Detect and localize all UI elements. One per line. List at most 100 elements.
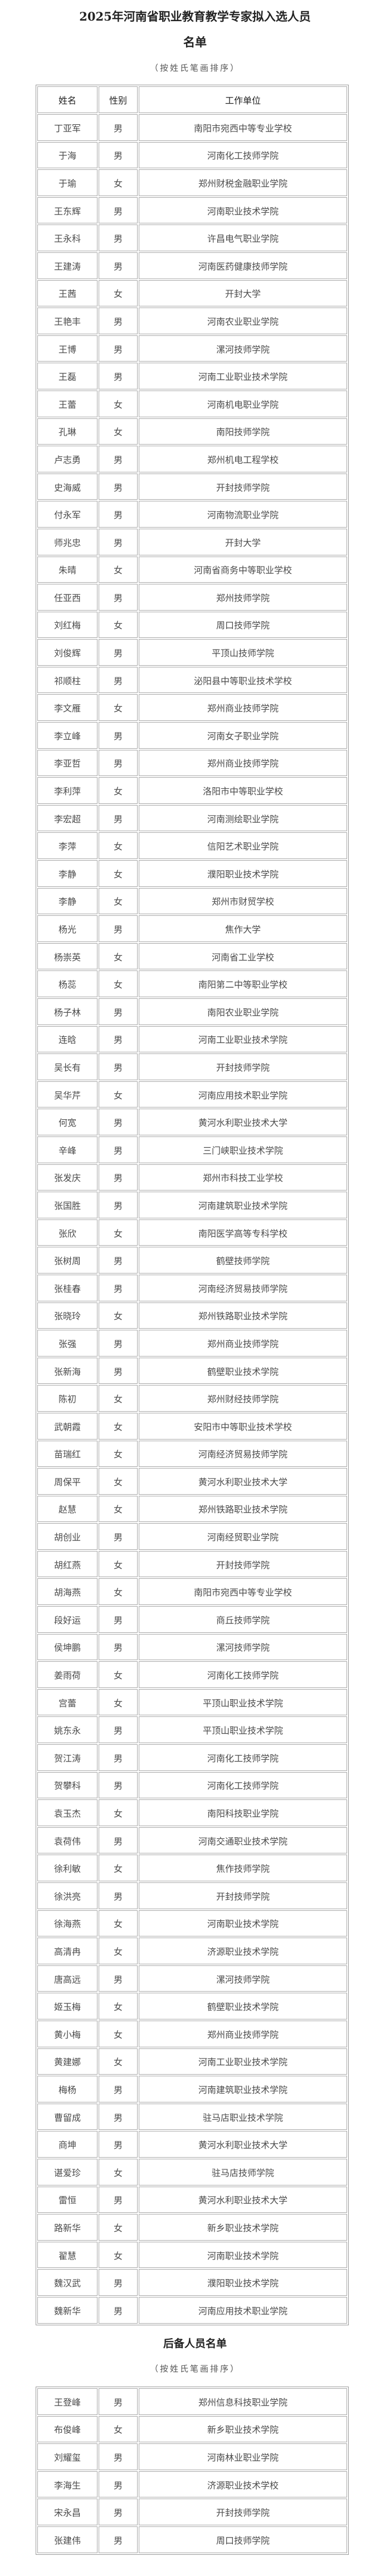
gender-cell: 女 <box>99 2048 138 2075</box>
gender-cell: 女 <box>99 2241 138 2268</box>
gender-cell: 男 <box>99 2443 138 2470</box>
table-row: 王博男漯河技师学院 <box>37 335 347 362</box>
name-cell: 史海威 <box>37 473 98 500</box>
gender-cell: 男 <box>99 501 138 528</box>
table-row: 黄建娜女河南工业职业技术学院 <box>37 2048 347 2075</box>
table-row: 任亚西男郑州技师学院 <box>37 584 347 611</box>
gender-cell: 男 <box>99 114 138 141</box>
name-cell: 李静 <box>37 860 98 887</box>
workplace-cell: 河南工业职业技术学院 <box>139 1026 347 1053</box>
table-row: 布俊峰女新乡职业技术学院 <box>37 2416 347 2443</box>
table-row: 刘俊辉男平顶山技师学院 <box>37 639 347 666</box>
name-cell: 卢志勇 <box>37 446 98 472</box>
name-cell: 吴华芹 <box>37 1081 98 1108</box>
table-row: 徐利敏女焦作技师学院 <box>37 1855 347 1881</box>
table-row: 于瑜女郑州财税金融职业学院 <box>37 169 347 196</box>
gender-cell: 男 <box>99 998 138 1025</box>
gender-cell: 男 <box>99 1633 138 1661</box>
workplace-cell: 开封技师学院 <box>139 1882 347 1909</box>
workplace-cell: 河南建筑职业技术学院 <box>139 2076 347 2102</box>
workplace-cell: 南阳农业职业学院 <box>139 998 347 1025</box>
workplace-cell: 河南工业职业技术学院 <box>139 2048 347 2075</box>
name-cell: 黄建娜 <box>37 2048 98 2075</box>
table-row: 胡创业男河南经贸职业学院 <box>37 1523 347 1550</box>
table-row: 张欣女南阳医学高等专科学校 <box>37 1219 347 1246</box>
table-row: 谌爱珍女驻马店技师学院 <box>37 2158 347 2185</box>
name-cell: 袁玉杰 <box>37 1799 98 1826</box>
name-cell: 唐高远 <box>37 1965 98 1992</box>
table-row: 史海威男开封技师学院 <box>37 473 347 500</box>
workplace-cell: 河南化工技师学院 <box>139 1744 347 1771</box>
table-row: 张国胜男河南建筑职业技术学院 <box>37 1192 347 1218</box>
gender-cell: 男 <box>99 2186 138 2213</box>
name-cell: 张桂春 <box>37 1274 98 1301</box>
backup-table: 王登峰男郑州信息科技职业学院 布俊峰女新乡职业技术学院 刘耀玺男河南林业职业学院 李海… <box>36 2387 349 2555</box>
gender-cell: 女 <box>99 1468 138 1495</box>
header-name: 姓名 <box>37 86 98 113</box>
workplace-cell: 开封技师学院 <box>139 1053 347 1080</box>
table-row: 杨光男焦作大学 <box>37 915 347 942</box>
name-cell: 王建涛 <box>37 252 98 279</box>
name-cell: 于海 <box>37 142 98 169</box>
table-row: 张晓玲女郑州铁路职业技术学院 <box>37 1302 347 1329</box>
workplace-cell: 郑州铁路职业技术学院 <box>139 1495 347 1523</box>
table-row: 袁荷伟男河南交通职业技术学院 <box>37 1827 347 1854</box>
gender-cell: 男 <box>99 1744 138 1771</box>
workplace-cell: 河南应用技术职业学院 <box>139 1081 347 1108</box>
workplace-cell: 郑州商业技师学院 <box>139 749 347 777</box>
workplace-cell: 河南省商务中等职业学校 <box>139 556 347 583</box>
gender-cell: 男 <box>99 1192 138 1218</box>
gender-cell: 男 <box>99 666 138 694</box>
sort-note: （按姓氏笔画排序） <box>149 63 240 73</box>
gender-cell: 女 <box>99 832 138 860</box>
name-cell: 姬玉梅 <box>37 1993 98 2019</box>
gender-cell: 男 <box>99 197 138 224</box>
gender-cell: 男 <box>99 1606 138 1633</box>
workplace-cell: 郑州财经技师学院 <box>139 1385 347 1412</box>
name-cell: 王登峰 <box>37 2388 98 2415</box>
table-row: 张桂春男河南经济贸易技师学院 <box>37 1274 347 1301</box>
gender-cell: 女 <box>99 2020 138 2047</box>
page-title-line2: 名单 <box>183 35 207 49</box>
workplace-cell: 开封技师学院 <box>139 473 347 500</box>
workplace-cell: 郑州商业技师学院 <box>139 2020 347 2047</box>
workplace-cell: 漯河技师学院 <box>139 335 347 362</box>
workplace-cell: 鹤壁职业技术学院 <box>139 1993 347 2019</box>
name-cell: 黄小梅 <box>37 2020 98 2047</box>
workplace-cell: 焦作大学 <box>139 915 347 942</box>
table-row: 卢志勇男郑州机电工程学校 <box>37 446 347 472</box>
table-row: 吴华芹女河南应用技术职业学院 <box>37 1081 347 1108</box>
table-row: 杨子林男南阳农业职业学院 <box>37 998 347 1025</box>
name-cell: 高清冉 <box>37 1938 98 1964</box>
table-row: 张建伟男周口技师学院 <box>37 2526 347 2553</box>
table-row: 王永科男许昌电气职业学院 <box>37 225 347 251</box>
table-row: 贺攀科男河南化工技师学院 <box>37 1772 347 1799</box>
name-cell: 布俊峰 <box>37 2416 98 2443</box>
gender-cell: 男 <box>99 2296 138 2324</box>
table-row: 朱晴女河南省商务中等职业学校 <box>37 556 347 583</box>
gender-cell: 男 <box>99 1965 138 1992</box>
gender-cell: 男 <box>99 2131 138 2158</box>
name-cell: 张晓玲 <box>37 1302 98 1329</box>
gender-cell: 男 <box>99 1247 138 1274</box>
workplace-cell: 郑州商业技师学院 <box>139 694 347 721</box>
table-row: 宋永昌男开封技师学院 <box>37 2499 347 2525</box>
workplace-cell: 河南测绘职业学院 <box>139 804 347 832</box>
gender-cell: 男 <box>99 1136 138 1163</box>
name-cell: 姜雨荷 <box>37 1661 98 1688</box>
table-row: 王茜女开封大学 <box>37 280 347 307</box>
table-row: 商坤男黄河水利职业技术大学 <box>37 2131 347 2158</box>
gender-cell: 男 <box>99 915 138 942</box>
name-cell: 徐利敏 <box>37 1855 98 1881</box>
workplace-cell: 河南农业职业学院 <box>139 308 347 334</box>
table-row: 丁亚军男南阳市宛西中等专业学校 <box>37 114 347 141</box>
gender-cell: 男 <box>99 1827 138 1854</box>
workplace-cell: 河南化工技师学院 <box>139 142 347 169</box>
table-row: 李海生男济源职业技术学校 <box>37 2471 347 2498</box>
name-cell: 张国胜 <box>37 1192 98 1218</box>
name-cell: 杨蕊 <box>37 970 98 997</box>
gender-cell: 女 <box>99 1689 138 1716</box>
gender-cell: 男 <box>99 1274 138 1301</box>
gender-cell: 女 <box>99 1081 138 1108</box>
table-row: 赵慧女郑州铁路职业技术学院 <box>37 1495 347 1523</box>
